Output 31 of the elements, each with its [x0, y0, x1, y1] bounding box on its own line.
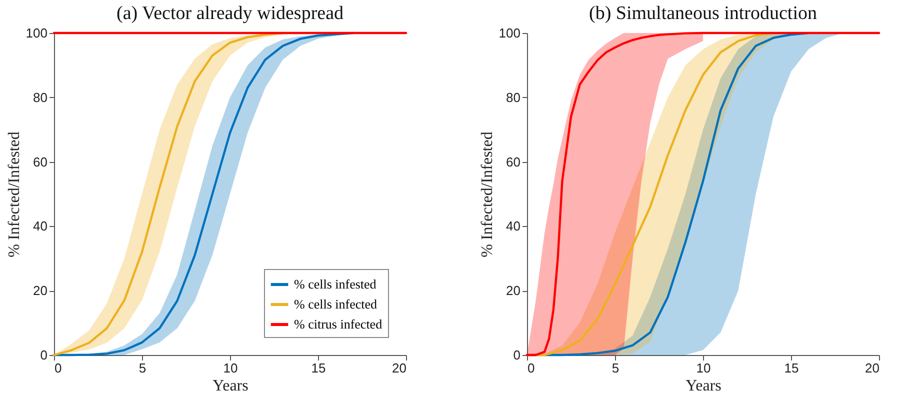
- x-tick-label: 20: [392, 360, 406, 376]
- y-tick-label: 60: [33, 154, 48, 170]
- legend-label: % cells infected: [294, 296, 378, 312]
- x-axis-title: Years: [212, 378, 248, 394]
- y-axis-title: % Infected/Infested: [478, 132, 496, 258]
- y-tick-label: 20: [33, 283, 48, 298]
- y-tick-label: 80: [506, 90, 520, 105]
- legend-label: % cells infested: [294, 276, 377, 292]
- x-axis-title: Years: [686, 378, 722, 394]
- x-tick-label: 15: [784, 360, 799, 376]
- y-axis-title: % Infected/Infested: [6, 132, 23, 258]
- y-tick-label: 100: [498, 26, 520, 40]
- y-tick-label: 20: [506, 283, 520, 298]
- y-tick-label: 40: [33, 218, 48, 234]
- legend-label: % citrus infected: [294, 316, 383, 332]
- y-tick-label: 0: [40, 348, 48, 362]
- x-tick-label: 5: [138, 360, 146, 376]
- x-tick-label: 5: [612, 360, 620, 376]
- x-tick-label: 10: [696, 360, 711, 376]
- x-tick-label: 10: [223, 360, 238, 376]
- x-tick-label: 20: [865, 360, 880, 376]
- x-tick-label: 0: [54, 360, 62, 376]
- y-tick-label: 0: [513, 348, 520, 362]
- chart-title: (b) Simultaneous introduction: [589, 3, 818, 24]
- y-tick-label: 80: [33, 90, 48, 105]
- chart-title: (a) Vector already widespread: [116, 3, 344, 24]
- x-tick-label: 0: [528, 360, 535, 376]
- y-tick-label: 100: [26, 26, 48, 40]
- x-tick-label: 15: [311, 360, 326, 376]
- y-tick-label: 60: [506, 154, 520, 170]
- y-tick-label: 40: [506, 218, 520, 234]
